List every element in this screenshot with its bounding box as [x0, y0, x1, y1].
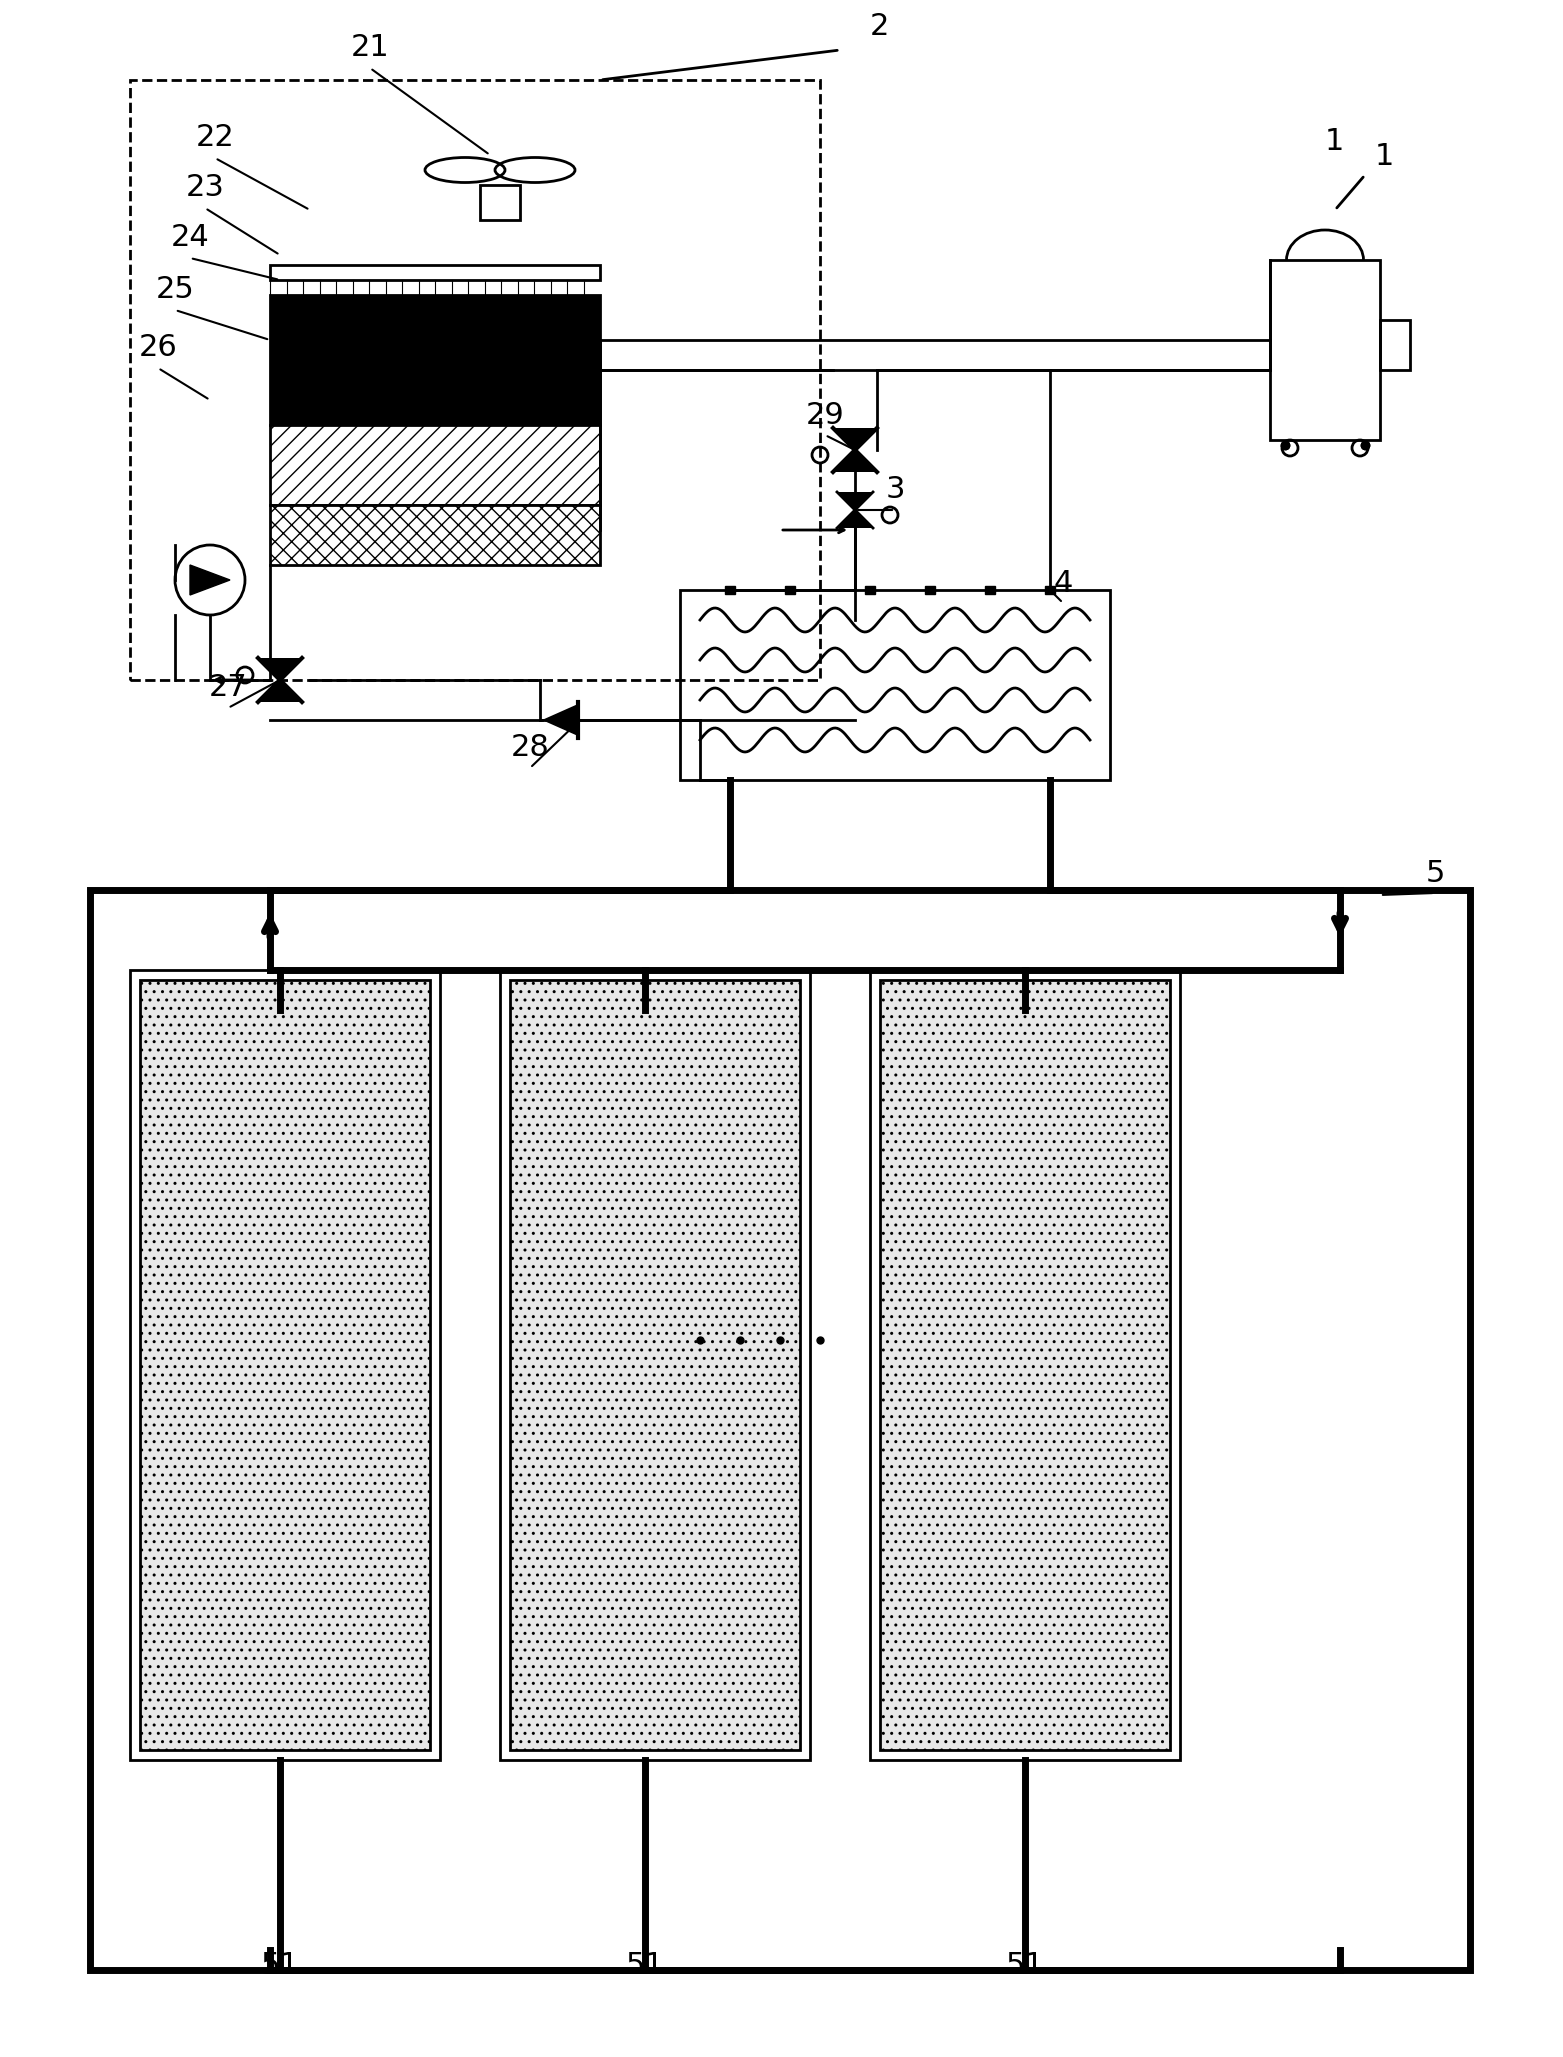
- Bar: [1046, 586, 1055, 594]
- Bar: [871, 971, 1180, 1761]
- Text: 51: 51: [625, 1950, 664, 1979]
- Bar: [270, 294, 600, 426]
- Text: 29: 29: [805, 401, 844, 430]
- Bar: [1380, 321, 1410, 370]
- Text: 28: 28: [511, 734, 550, 763]
- Text: 3: 3: [885, 475, 905, 504]
- Bar: [480, 185, 520, 220]
- Polygon shape: [833, 428, 877, 450]
- Text: 2: 2: [871, 12, 889, 41]
- Bar: [680, 590, 1110, 780]
- Text: 4: 4: [1053, 568, 1072, 597]
- Polygon shape: [191, 566, 230, 594]
- Text: 27: 27: [208, 673, 247, 703]
- Bar: [500, 971, 810, 1761]
- Polygon shape: [838, 510, 874, 529]
- Polygon shape: [838, 492, 874, 510]
- Text: 5: 5: [1425, 858, 1444, 887]
- Bar: [270, 506, 600, 566]
- Text: 51: 51: [261, 1950, 300, 1979]
- Text: 26: 26: [139, 333, 177, 362]
- Text: 23: 23: [186, 173, 225, 202]
- Bar: [725, 586, 735, 594]
- Bar: [91, 891, 1469, 1971]
- Polygon shape: [833, 450, 877, 471]
- Bar: [270, 426, 600, 506]
- Bar: [510, 979, 800, 1751]
- Bar: [864, 586, 875, 594]
- Text: 22: 22: [195, 123, 234, 152]
- Bar: [880, 979, 1171, 1751]
- Bar: [1271, 259, 1380, 440]
- Text: 25: 25: [156, 276, 194, 304]
- Bar: [785, 586, 796, 594]
- Bar: [985, 586, 996, 594]
- Bar: [130, 80, 821, 681]
- Text: 1: 1: [1325, 128, 1344, 156]
- Text: 1: 1: [1375, 142, 1394, 171]
- Text: 51: 51: [1005, 1950, 1044, 1979]
- Bar: [141, 979, 430, 1751]
- Bar: [270, 265, 600, 280]
- Text: 21: 21: [350, 33, 389, 62]
- Polygon shape: [258, 658, 302, 681]
- Text: 24: 24: [170, 224, 209, 253]
- Bar: [925, 586, 935, 594]
- Polygon shape: [542, 703, 578, 736]
- Bar: [130, 971, 441, 1761]
- Polygon shape: [258, 681, 302, 701]
